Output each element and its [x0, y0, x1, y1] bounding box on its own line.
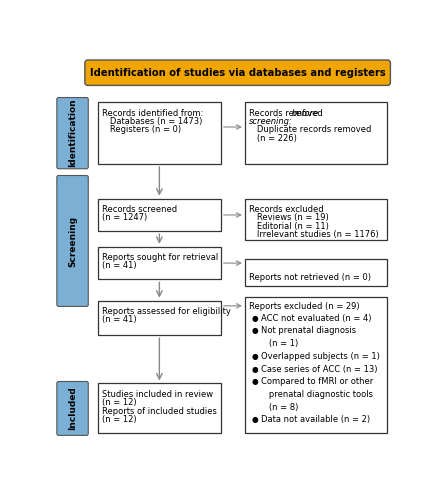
Text: Reports sought for retrieval: Reports sought for retrieval — [102, 253, 219, 262]
Text: Records removed: Records removed — [249, 108, 325, 118]
Bar — [98, 198, 221, 232]
Text: Records excluded: Records excluded — [249, 205, 324, 214]
Bar — [98, 246, 221, 280]
Text: Records identified from:: Records identified from: — [102, 108, 204, 118]
Text: Overlapped subjects (n = 1): Overlapped subjects (n = 1) — [261, 352, 380, 361]
Bar — [245, 297, 387, 434]
Text: Data not available (n = 2): Data not available (n = 2) — [261, 416, 370, 424]
Text: ●: ● — [252, 377, 258, 386]
Text: ●: ● — [252, 326, 258, 336]
FancyBboxPatch shape — [85, 60, 390, 86]
Text: Editorial (n = 11): Editorial (n = 11) — [249, 222, 329, 230]
Text: Registers (n = 0): Registers (n = 0) — [102, 126, 181, 134]
Text: before: before — [292, 108, 319, 118]
Text: Compared to fMRI or other: Compared to fMRI or other — [261, 377, 374, 386]
Text: ●: ● — [252, 352, 258, 361]
FancyBboxPatch shape — [57, 382, 88, 436]
Text: (n = 226): (n = 226) — [249, 134, 297, 143]
Text: screening:: screening: — [249, 117, 293, 126]
Bar — [98, 102, 221, 164]
Bar — [245, 198, 387, 240]
Text: ●: ● — [252, 364, 258, 374]
Text: (n = 1247): (n = 1247) — [102, 213, 148, 222]
Text: Databases (n = 1473): Databases (n = 1473) — [102, 117, 203, 126]
Text: Reports assessed for eligibility: Reports assessed for eligibility — [102, 307, 231, 316]
Bar — [98, 300, 221, 336]
Text: ●: ● — [252, 416, 258, 424]
Text: Included: Included — [68, 386, 77, 430]
Bar — [98, 384, 221, 434]
Text: Identification: Identification — [68, 99, 77, 168]
Bar — [245, 102, 387, 164]
Text: (n = 12): (n = 12) — [102, 415, 137, 424]
Text: (n = 41): (n = 41) — [102, 262, 137, 270]
Text: Not prenatal diagnosis: Not prenatal diagnosis — [261, 326, 356, 336]
Text: Reviews (n = 19): Reviews (n = 19) — [249, 213, 329, 222]
Text: Case series of ACC (n = 13): Case series of ACC (n = 13) — [261, 364, 377, 374]
Text: ACC not evaluated (n = 4): ACC not evaluated (n = 4) — [261, 314, 372, 322]
Text: (n = 8): (n = 8) — [261, 402, 299, 411]
Text: ●: ● — [252, 314, 258, 322]
Bar — [245, 260, 387, 286]
Text: (n = 1): (n = 1) — [261, 339, 299, 348]
Text: Studies included in review: Studies included in review — [102, 390, 213, 398]
FancyBboxPatch shape — [57, 176, 88, 306]
Text: Records screened: Records screened — [102, 205, 177, 214]
Text: Reports not retrieved (n = 0): Reports not retrieved (n = 0) — [249, 273, 371, 282]
Text: Identification of studies via databases and registers: Identification of studies via databases … — [90, 68, 385, 78]
Text: (n = 12): (n = 12) — [102, 398, 137, 407]
Text: (n = 41): (n = 41) — [102, 316, 137, 324]
FancyBboxPatch shape — [57, 98, 88, 169]
Text: prenatal diagnostic tools: prenatal diagnostic tools — [261, 390, 373, 399]
Text: Irrelevant studies (n = 1176): Irrelevant studies (n = 1176) — [249, 230, 379, 239]
Text: Duplicate records removed: Duplicate records removed — [249, 126, 372, 134]
Text: Reports of included studies: Reports of included studies — [102, 406, 217, 416]
Text: Reports excluded (n = 29): Reports excluded (n = 29) — [249, 302, 360, 311]
Text: Screening: Screening — [68, 216, 77, 266]
